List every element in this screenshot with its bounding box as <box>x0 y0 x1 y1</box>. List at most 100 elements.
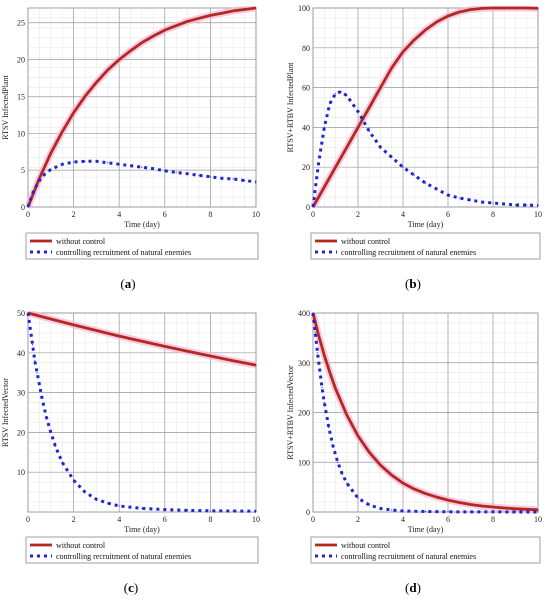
data-point-without-control <box>61 131 63 133</box>
data-point-without-control <box>209 355 211 357</box>
data-point-controlling <box>232 510 234 512</box>
data-point-controlling <box>34 360 36 362</box>
x-tick-label: 6 <box>446 515 450 524</box>
data-point-without-control <box>514 508 517 510</box>
x-tick-label: 0 <box>26 210 30 219</box>
data-point-controlling <box>469 511 472 513</box>
y-axis-label: RTSV+RTBV InfectedPlant <box>286 62 295 153</box>
data-point-without-control <box>318 334 320 336</box>
y-tick-label: 0 <box>21 203 25 212</box>
legend-label: without control <box>56 237 106 246</box>
legend-label: without control <box>56 541 106 550</box>
x-tick-label: 8 <box>491 210 495 219</box>
y-axis-label: RTSV InfectedVector <box>1 378 10 447</box>
y-tick-label: 40 <box>302 123 310 132</box>
data-point-without-control <box>221 12 223 14</box>
data-point-controlling <box>255 181 257 183</box>
data-point-without-control <box>368 106 370 109</box>
data-point-controlling <box>328 426 330 429</box>
y-tick-label: 5 <box>21 166 25 175</box>
data-point-controlling <box>424 182 427 184</box>
data-point-controlling <box>323 401 325 404</box>
data-point-controlling <box>447 194 449 196</box>
legend-label: without control <box>341 237 391 246</box>
data-point-controlling <box>503 203 505 205</box>
data-point-without-control <box>424 29 427 31</box>
y-tick-label: 80 <box>302 44 310 53</box>
data-point-controlling <box>175 171 177 173</box>
data-point-without-control <box>424 492 427 495</box>
data-point-controlling <box>379 146 382 148</box>
data-point-controlling <box>481 201 483 203</box>
y-tick-label: 30 <box>17 389 25 398</box>
data-point-without-control <box>413 39 415 41</box>
data-point-controlling <box>31 344 34 346</box>
x-tick-label: 0 <box>311 515 315 524</box>
legend-label: without control <box>341 541 391 550</box>
panel-caption: (a) <box>120 276 135 291</box>
data-point-controlling <box>458 197 460 199</box>
x-tick-label: 4 <box>401 210 405 219</box>
legend-label: controlling recruitment of natural enemi… <box>56 248 191 257</box>
data-point-without-control <box>379 87 382 89</box>
y-tick-label: 0 <box>306 508 310 517</box>
data-point-controlling <box>391 156 393 158</box>
data-point-controlling <box>341 473 343 475</box>
data-point-without-control <box>255 364 257 366</box>
data-point-without-control <box>323 354 325 356</box>
data-point-without-control <box>458 501 460 504</box>
data-point-controlling <box>318 162 320 164</box>
y-tick-label: 0 <box>306 203 310 212</box>
x-tick-label: 8 <box>208 515 212 524</box>
chart-panel-a: 0 2 4 6 8 10 0 5 10 15 20 25 Time (day) RTSV Infected… <box>1 6 260 291</box>
data-point-controlling <box>323 126 325 128</box>
legend-label: controlling recruitment of natural enemi… <box>341 552 476 561</box>
data-point-controlling <box>54 445 56 447</box>
data-point-controlling <box>334 92 337 95</box>
data-point-without-control <box>255 7 257 9</box>
data-point-without-control <box>50 152 52 154</box>
data-point-controlling <box>141 166 143 168</box>
data-point-controlling <box>492 511 494 513</box>
x-tick-label: 6 <box>163 210 167 219</box>
data-point-controlling <box>84 160 86 162</box>
data-point-without-control <box>469 503 472 506</box>
data-point-without-control <box>436 21 438 23</box>
data-point-controlling <box>402 510 404 512</box>
data-point-controlling <box>118 505 120 507</box>
data-point-controlling <box>95 160 97 162</box>
data-point-controlling <box>33 190 35 192</box>
data-point-controlling <box>187 509 189 512</box>
data-point-controlling <box>38 179 41 182</box>
y-tick-label: 20 <box>17 428 25 437</box>
data-point-without-control <box>187 350 189 352</box>
data-point-controlling <box>50 168 52 171</box>
data-point-without-control <box>141 340 143 342</box>
x-axis-label: Time (day) <box>408 525 444 534</box>
series-line-controlling-recruitment <box>311 312 538 514</box>
data-point-controlling <box>29 328 31 330</box>
data-point-controlling <box>447 511 449 513</box>
data-point-controlling <box>187 173 189 175</box>
y-tick-label: 25 <box>17 19 25 28</box>
y-tick-label: 100 <box>298 458 310 467</box>
data-point-controlling <box>244 179 246 182</box>
data-point-without-control <box>391 474 393 476</box>
data-point-controlling <box>316 352 319 354</box>
data-point-controlling <box>319 369 321 371</box>
data-point-without-control <box>107 69 109 71</box>
x-axis-label: Time (day) <box>408 220 444 229</box>
data-point-controlling <box>526 204 528 206</box>
data-point-without-control <box>175 25 177 27</box>
y-tick-label: 10 <box>17 129 25 138</box>
data-point-without-control <box>118 58 120 61</box>
data-point-controlling <box>73 479 75 481</box>
y-tick-label: 100 <box>298 4 310 13</box>
x-tick-label: 8 <box>208 210 212 219</box>
data-point-controlling <box>130 165 132 167</box>
y-tick-label: 60 <box>302 84 310 93</box>
panel-caption: (d) <box>405 580 421 595</box>
data-point-without-control <box>436 496 438 498</box>
data-point-without-control <box>413 488 415 490</box>
